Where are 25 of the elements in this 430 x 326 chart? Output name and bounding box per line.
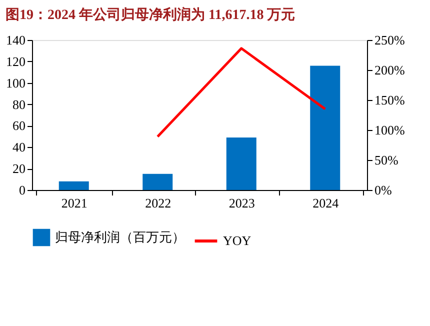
chart-title: 图19：2024 年公司归母净利润为 11,617.18 万元 [6,6,296,23]
y-tick-label: 80 [12,96,26,112]
x-tick-label: 2021 [61,196,88,210]
y-tick-label: 60 [12,118,26,134]
x-tick-label: 2024 [312,196,340,210]
y-tick-label: 100 [6,75,26,90]
y2-tick-label: 150% [374,92,405,108]
y2-tick-label: 250% [374,32,405,48]
bar [310,66,340,190]
y2-tick-label: 200% [374,62,405,78]
x-tick-label: 2022 [145,196,172,210]
x-tick-label: 2023 [228,196,255,210]
y-tick-label: 20 [12,161,26,176]
y2-tick-label: 0% [374,182,392,198]
legend-label: YOY [223,233,252,248]
bar [58,181,89,190]
y-tick-label: 140 [6,32,26,48]
y2-tick-label: 100% [374,122,405,138]
bar [226,138,256,190]
legend-label: 归母净利润（百万元） [55,230,185,244]
y-tick-label: 0 [19,182,26,198]
y-tick-label: 40 [12,140,26,155]
bar [142,174,173,190]
y-tick-label: 120 [6,54,26,69]
y2-tick-label: 50% [374,152,398,168]
